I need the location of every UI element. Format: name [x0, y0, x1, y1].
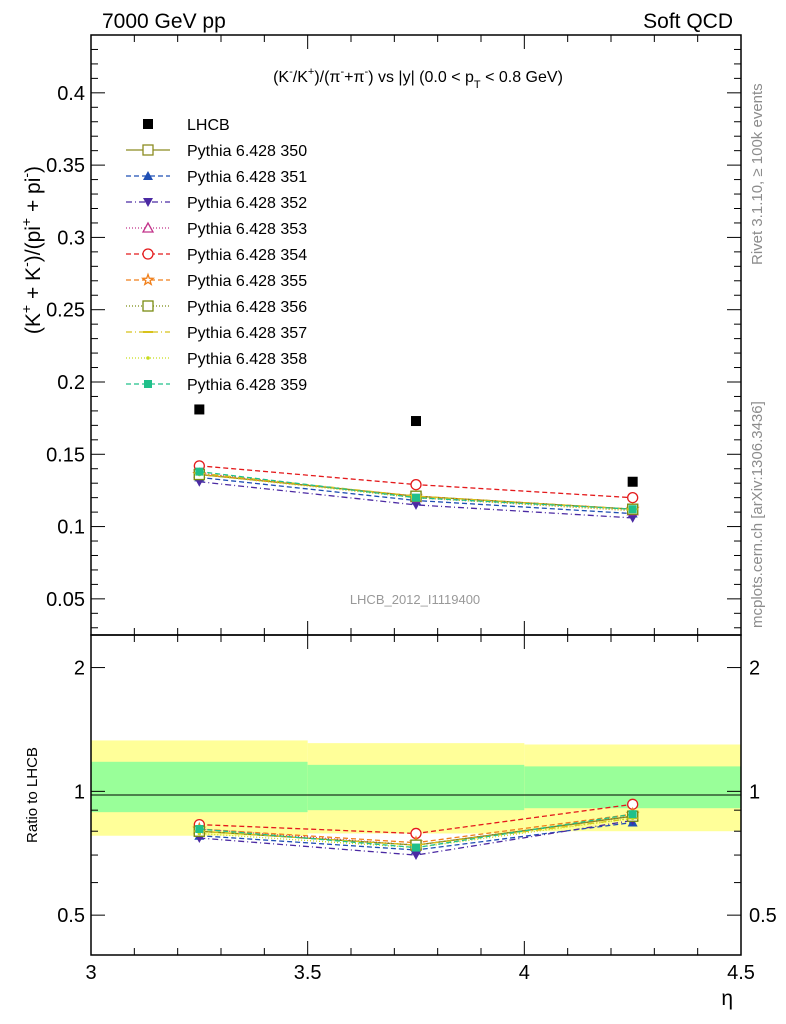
ratio-y-tick-label-right: 1	[749, 781, 760, 803]
legend-item-5: Pythia 6.428 354	[126, 247, 307, 264]
legend-label: Pythia 6.428 358	[187, 351, 307, 368]
legend-item-2: Pythia 6.428 351	[126, 169, 307, 186]
header-left: 7000 GeV pp	[102, 10, 226, 33]
series-point	[627, 492, 639, 504]
legend-item-8: Pythia 6.428 357	[126, 325, 307, 342]
legend: LHCB Pythia 6.428 350 Pythia 6.428 351 Pyth…	[126, 117, 307, 394]
ratio-series-10	[195, 810, 637, 852]
ratio-y-tick-label: 2	[74, 658, 85, 680]
main-y-label: (K+ + K-)/(pi+ + pi-)	[18, 166, 45, 334]
series-point	[628, 505, 637, 514]
legend-item-lhcb: LHCB	[143, 117, 230, 134]
data-series-lhcb	[194, 404, 638, 487]
ratio-frame	[90, 634, 742, 956]
legend-marker	[141, 221, 155, 233]
main-y-tick-label: 0.25	[46, 300, 85, 322]
ratio-y-tick-label: 1	[74, 781, 85, 803]
main-y-axis: 0.05 0.1 0.15 0.2 0.25 0.3 0.35 0.4	[46, 35, 742, 635]
ratio-y-tick-label: 0.5	[57, 905, 85, 927]
legend-label: Pythia 6.428 350	[187, 143, 307, 160]
legend-item-7: Pythia 6.428 356	[126, 299, 307, 316]
main-y-tick-label: 0.2	[57, 372, 85, 394]
main-series-group	[192, 404, 640, 523]
main-y-tick-label: 0.05	[46, 589, 85, 611]
series-point	[412, 493, 420, 502]
legend-marker	[140, 272, 156, 286]
legend-marker	[143, 198, 153, 207]
ratio-series-group	[192, 798, 640, 861]
header-right: Soft QCD	[643, 10, 733, 33]
main-y-tick-label: 0.4	[57, 83, 85, 105]
legend-item-4: Pythia 6.428 353	[126, 221, 307, 238]
legend-label: Pythia 6.428 354	[187, 247, 307, 264]
legend-marker	[146, 356, 150, 360]
legend-item-10: Pythia 6.428 359	[126, 377, 307, 394]
legend-item-3: Pythia 6.428 352	[126, 195, 307, 212]
ratio-y-label: Ratio to LHCB	[24, 747, 41, 843]
ratio-point	[411, 851, 421, 861]
legend-label: Pythia 6.428 359	[187, 377, 307, 394]
legend-label: LHCB	[187, 117, 230, 134]
legend-label: Pythia 6.428 357	[187, 325, 307, 342]
mcplots-label: mcplots.cern.ch [arXiv:1306.3436]	[749, 401, 766, 628]
main-y-tick-label: 0.35	[46, 155, 85, 177]
data-point	[411, 416, 421, 427]
ratio-y-tick-label-right: 2	[749, 658, 760, 680]
uncertainty-band-inner	[307, 764, 525, 811]
legend-label: Pythia 6.428 352	[187, 195, 307, 212]
ratio-line	[199, 817, 633, 849]
legend-item-9: Pythia 6.428 358	[126, 351, 307, 368]
plot-title: (K-/K+)/(π-+π-) vs |y| (0.0 < pT < 0.8 G…	[273, 66, 563, 91]
series-point	[411, 500, 421, 510]
legend-item-6: Pythia 6.428 355	[126, 272, 307, 290]
series-point	[195, 467, 204, 476]
ratio-plot-panel: 0.5 0.5 1 1 2 2 3 3.5 4 4.5 Ratio to LHCB η	[24, 634, 777, 1010]
main-y-tick-label: 0.15	[46, 444, 85, 466]
legend-label: Pythia 6.428 353	[187, 221, 307, 238]
watermark: LHCB_2012_I1119400	[350, 592, 480, 607]
uncertainty-band-inner	[91, 761, 308, 813]
ratio-point	[628, 810, 637, 819]
x-tick-label: 3.5	[294, 962, 322, 984]
ratio-point	[412, 843, 420, 852]
ratio-bands	[91, 740, 741, 836]
series-point	[410, 478, 422, 491]
legend-marker	[144, 380, 152, 388]
legend-marker	[142, 248, 154, 260]
x-tick-label: 4	[519, 962, 530, 984]
legend-label: Pythia 6.428 351	[187, 169, 307, 186]
legend-item-1: Pythia 6.428 350	[126, 143, 307, 160]
legend-label: Pythia 6.428 355	[187, 273, 307, 290]
main-plot-panel: 0.05 0.1 0.15 0.2 0.25 0.3 0.35 0.4 LHCB_2012_I…	[18, 34, 742, 636]
legend-marker	[142, 144, 154, 156]
main-y-tick-label: 0.1	[57, 517, 85, 539]
legend-marker	[142, 300, 154, 312]
series-line	[199, 473, 633, 512]
series-point	[627, 513, 638, 523]
mc-series-10	[195, 467, 637, 514]
legend-marker	[143, 119, 153, 129]
data-point	[194, 404, 205, 415]
data-point	[627, 476, 638, 487]
main-y-tick-label: 0.3	[57, 227, 85, 249]
x-tick-label: 3	[85, 962, 96, 984]
ratio-point	[195, 824, 204, 833]
legend-marker	[143, 171, 153, 180]
x-axis-label: η	[721, 987, 733, 1010]
ratio-y-tick-label-right: 0.5	[749, 905, 777, 927]
rivet-label: Rivet 3.1.10, ≥ 100k events	[749, 83, 766, 265]
x-tick-label: 4.5	[727, 962, 755, 984]
ratio-y-axis: 0.5 0.5 1 1 2 2	[57, 658, 777, 928]
legend-label: Pythia 6.428 356	[187, 299, 307, 316]
